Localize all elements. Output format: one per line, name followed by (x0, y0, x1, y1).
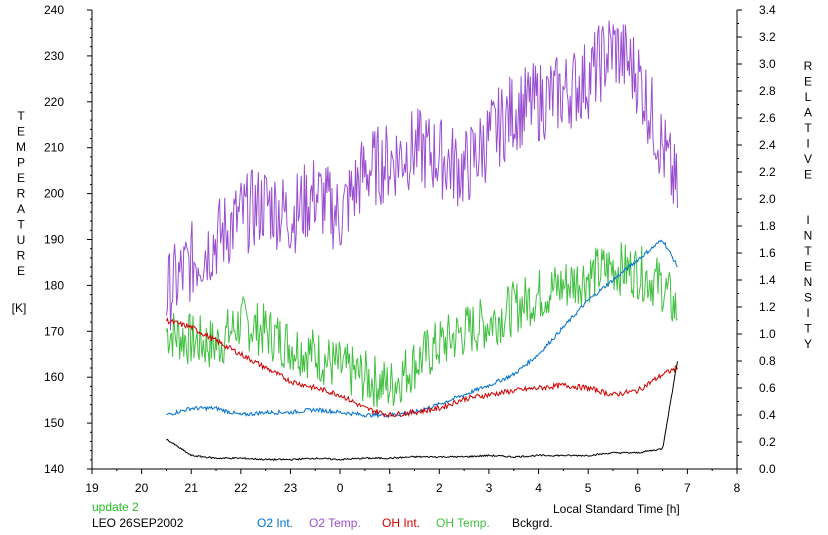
series-line-oh-int (165, 317, 678, 419)
left-axis-title-letter: T (17, 109, 25, 123)
left-tick-label: 220 (44, 95, 64, 109)
right-tick-label: 1.0 (759, 327, 776, 341)
right-axis-title-letter: I (806, 306, 809, 320)
right-axis-title-letter: N (804, 275, 813, 289)
x-tick-label: 2 (436, 481, 443, 495)
station-date-label: LEO 26SEP2002 (92, 516, 184, 530)
legend-item-bckgrd: Bckgrd. (512, 516, 553, 530)
right-axis-title-letter: L (805, 90, 812, 104)
x-tick-label: 0 (337, 481, 344, 495)
right-tick-label: 1.6 (759, 246, 776, 260)
left-tick-label: 190 (44, 233, 64, 247)
left-axis-title-letter: R (17, 187, 26, 201)
right-tick-label: 2.0 (759, 192, 776, 206)
left-tick-label: 180 (44, 278, 64, 292)
left-tick-label: 150 (44, 416, 64, 430)
x-tick-label: 19 (85, 481, 99, 495)
right-tick-label: 0.8 (759, 354, 776, 368)
series-line-o2-temp (165, 20, 678, 331)
x-tick-label: 6 (634, 481, 641, 495)
right-axis-title-letter: E (804, 168, 812, 182)
right-axis-title-letter: T (804, 121, 812, 135)
x-tick-label: 7 (684, 481, 691, 495)
x-tick-label: 3 (486, 481, 493, 495)
right-tick-label: 3.2 (759, 30, 776, 44)
left-axis-title-letter: E (17, 171, 25, 185)
left-axis-title-letter: T (17, 218, 25, 232)
plot-area (91, 10, 738, 470)
legend: O2 Int. O2 Temp. OH Int. OH Temp. Bckgrd. (257, 516, 553, 530)
right-axis-title-letter: T (804, 322, 812, 336)
right-axis-title-letter: A (804, 106, 812, 120)
right-tick-label: 2.8 (759, 84, 776, 98)
legend-item-oh-temp: OH Temp. (436, 516, 490, 530)
left-axis-title-letter: U (17, 233, 26, 247)
series-layer (165, 20, 678, 462)
left-axis-title-letter: E (17, 125, 25, 139)
left-tick-label: 170 (44, 324, 64, 338)
right-tick-label: 1.8 (759, 219, 776, 233)
left-tick-label: 230 (44, 49, 64, 63)
right-axis-title-letter: V (804, 152, 812, 166)
x-tick-label: 22 (234, 481, 248, 495)
right-axis-title-letter: I (806, 137, 809, 151)
left-tick-label: 210 (44, 141, 64, 155)
right-tick-label: 2.2 (759, 165, 776, 179)
right-axis-title-letter: E (804, 75, 812, 89)
update-label: update 2 (92, 500, 139, 514)
left-axis-title-letter: M (16, 140, 26, 154)
x-axis: 19 20 21 22 23 0 1 2 3 4 5 6 7 8 (85, 469, 741, 495)
x-tick-label: 1 (386, 481, 393, 495)
x-axis-label: Local Standard Time [h] (553, 502, 680, 516)
left-axis-title-letter: E (17, 264, 25, 278)
legend-item-o2-temp: O2 Temp. (309, 516, 361, 530)
legend-item-o2-int: O2 Int. (257, 516, 293, 530)
right-tick-label: 3.0 (759, 57, 776, 71)
left-tick-label: 240 (44, 3, 64, 17)
right-axis-title-letter: T (804, 244, 812, 258)
left-axis-title-letter: P (17, 156, 25, 170)
right-tick-label: 0.2 (759, 435, 776, 449)
series-line-bckgrd (166, 361, 678, 462)
legend-item-oh-int: OH Int. (382, 516, 420, 530)
right-tick-label: 3.4 (759, 3, 776, 17)
x-tick-label: 5 (585, 481, 592, 495)
right-tick-label: 0.6 (759, 381, 776, 395)
right-tick-label: 0.4 (759, 408, 776, 422)
x-tick-label: 21 (185, 481, 199, 495)
left-axis-title-letter: R (17, 249, 26, 263)
right-tick-label: 1.2 (759, 300, 776, 314)
x-tick-label: 23 (284, 481, 298, 495)
right-axis-title-letter: N (804, 229, 813, 243)
right-axis-title-letter: R (804, 59, 813, 73)
right-tick-label: 2.4 (759, 138, 776, 152)
right-axis-title-letter: Y (804, 337, 812, 351)
right-axis-title-letter: S (804, 291, 812, 305)
right-tick-label: 0.0 (759, 462, 776, 476)
left-axis: 140 150 160 170 180 190 200 210 220 230 240 (44, 3, 92, 476)
left-tick-label: 200 (44, 187, 64, 201)
right-axis-title-letter: E (804, 260, 812, 274)
right-axis-title-letter: I (806, 213, 809, 227)
right-tick-label: 2.6 (759, 111, 776, 125)
left-tick-label: 160 (44, 370, 64, 384)
x-tick-label: 20 (135, 481, 149, 495)
right-axis: 0.0 0.2 0.4 0.6 0.8 1.0 1.2 1.4 1.6 1.8 2.0 2.2 2.4 2… (737, 3, 776, 476)
left-tick-label: 140 (44, 462, 64, 476)
x-tick-label: 8 (734, 481, 741, 495)
left-axis-unit: [K] (12, 301, 27, 315)
right-tick-label: 1.4 (759, 273, 776, 287)
left-axis-title-letter: A (17, 202, 25, 216)
x-tick-label: 4 (535, 481, 542, 495)
series-line-oh-temp (165, 242, 678, 408)
